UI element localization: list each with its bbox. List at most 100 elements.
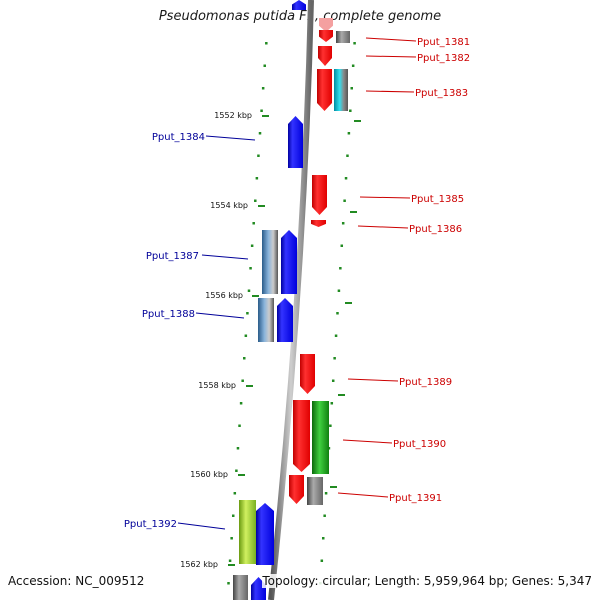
tick-mark <box>238 424 241 427</box>
tick-mark-major <box>252 295 259 297</box>
tick-mark <box>351 64 355 67</box>
tick-mark <box>244 334 248 337</box>
ruler-label-1558: 1558 kbp <box>198 381 236 390</box>
tick-mark <box>260 109 263 112</box>
tick-mark <box>239 402 243 405</box>
leader-line <box>195 312 245 319</box>
gene-pput-1382[interactable] <box>318 46 332 66</box>
tick-mark <box>228 559 232 562</box>
tick-mark <box>337 289 341 292</box>
tick-mark <box>349 109 352 112</box>
gene-label-pput-1390[interactable]: Pput_1390 <box>393 439 446 450</box>
gene-forward-top[interactable] <box>292 0 306 10</box>
leader-line <box>337 492 389 498</box>
accession-text: Accession: NC_009512 <box>8 574 145 588</box>
leader-line <box>342 439 393 444</box>
gene-label-pput-1387[interactable]: Pput_1387 <box>146 251 199 262</box>
gene-label-pput-1381[interactable]: Pput_1381 <box>417 37 470 48</box>
gene-label-pput-1384[interactable]: Pput_1384 <box>152 132 205 143</box>
tick-mark-major <box>354 120 361 122</box>
tick-mark <box>258 132 262 135</box>
tick-mark <box>254 199 257 202</box>
ruler-label-1552: 1552 kbp <box>214 111 252 120</box>
tick-mark <box>336 312 339 315</box>
gene-pput-1381[interactable] <box>319 30 333 42</box>
tick-mark <box>241 379 244 382</box>
leader-line <box>347 378 399 382</box>
gene-layer <box>233 0 350 600</box>
gene-pput-1383[interactable] <box>317 69 332 111</box>
ruler-label-1554: 1554 kbp <box>210 201 248 210</box>
gene-pput-1390[interactable] <box>293 400 310 472</box>
tick-mark <box>334 334 338 337</box>
tick-layer <box>227 42 361 585</box>
tick-mark <box>247 289 251 292</box>
ruler-label-1556: 1556 kbp <box>205 291 243 300</box>
leader-line <box>177 522 226 530</box>
tick-mark <box>333 357 336 360</box>
gene-labels: Pput_1381 Pput_1382 Pput_1383 Pput_1384 … <box>124 37 470 530</box>
tick-mark <box>233 492 237 495</box>
gene-label-pput-1383[interactable]: Pput_1383 <box>415 88 468 99</box>
tick-mark-major <box>258 205 265 207</box>
genome-summary-text: Topology: circular; Length: 5,959,964 bp… <box>262 574 592 588</box>
tick-mark-major <box>350 211 357 213</box>
tick-mark <box>230 537 233 540</box>
tick-mark <box>343 199 346 202</box>
gene-pput-1388[interactable] <box>277 298 293 342</box>
gene-label-pput-1389[interactable]: Pput_1389 <box>399 377 452 388</box>
tick-mark <box>263 64 266 67</box>
tick-mark <box>235 469 238 472</box>
gene-label-pput-1392[interactable]: Pput_1392 <box>124 519 177 530</box>
tick-mark-major <box>330 486 337 488</box>
tick-mark-major <box>246 385 253 387</box>
leader-line <box>201 254 249 260</box>
tick-mark <box>261 87 265 90</box>
tick-mark-major <box>262 115 269 117</box>
tick-mark <box>341 222 345 225</box>
tick-mark <box>323 514 326 517</box>
leader-line <box>365 55 417 58</box>
tick-mark <box>243 357 246 360</box>
gene-pput-1387[interactable] <box>281 230 297 294</box>
tick-mark <box>350 87 353 90</box>
gene-label-pput-1388[interactable]: Pput_1388 <box>142 309 195 320</box>
gene-pput-1391-neighbor[interactable] <box>307 477 323 505</box>
gene-label-pput-1386[interactable]: Pput_1386 <box>409 224 462 235</box>
tick-mark <box>330 402 334 405</box>
gene-pput-1384[interactable] <box>288 116 303 168</box>
tick-mark <box>250 244 254 247</box>
gene-pput-1390-neighbor[interactable] <box>312 401 329 474</box>
gene-pput-1386[interactable] <box>311 220 326 227</box>
gene-pput-1391[interactable] <box>289 475 304 504</box>
gene-bottom-gray[interactable] <box>233 575 248 600</box>
tick-mark <box>246 312 249 315</box>
tick-mark <box>249 267 252 270</box>
tick-mark <box>339 267 342 270</box>
tick-mark <box>321 537 325 540</box>
tick-mark <box>255 177 259 180</box>
tick-mark <box>320 559 324 562</box>
tick-mark <box>353 42 356 45</box>
gene-label-pput-1382[interactable]: Pput_1382 <box>417 53 470 64</box>
gene-pput-1381-neighbor[interactable] <box>336 31 350 43</box>
gene-reverse-faint[interactable] <box>319 18 333 32</box>
tick-mark-major <box>228 564 235 566</box>
ruler-label-1562: 1562 kbp <box>180 560 218 569</box>
gene-pput-1385[interactable] <box>312 175 327 215</box>
tick-mark-major <box>238 474 245 476</box>
leader-line <box>205 135 256 141</box>
gene-pput-1388-neighbor[interactable] <box>258 298 274 342</box>
gene-pput-1392[interactable] <box>256 503 274 565</box>
gene-label-pput-1385[interactable]: Pput_1385 <box>411 194 464 205</box>
gene-pput-1383-neighbor[interactable] <box>334 69 348 111</box>
gene-pput-1392-neighbor[interactable] <box>239 500 256 564</box>
gene-label-pput-1391[interactable]: Pput_1391 <box>389 493 442 504</box>
tick-mark <box>329 424 332 427</box>
gene-pput-1389[interactable] <box>300 354 315 394</box>
gene-forward-bottom[interactable] <box>251 577 266 600</box>
tick-mark <box>257 154 260 157</box>
leader-lines <box>177 37 417 530</box>
gene-pput-1387-neighbor[interactable] <box>262 230 278 294</box>
